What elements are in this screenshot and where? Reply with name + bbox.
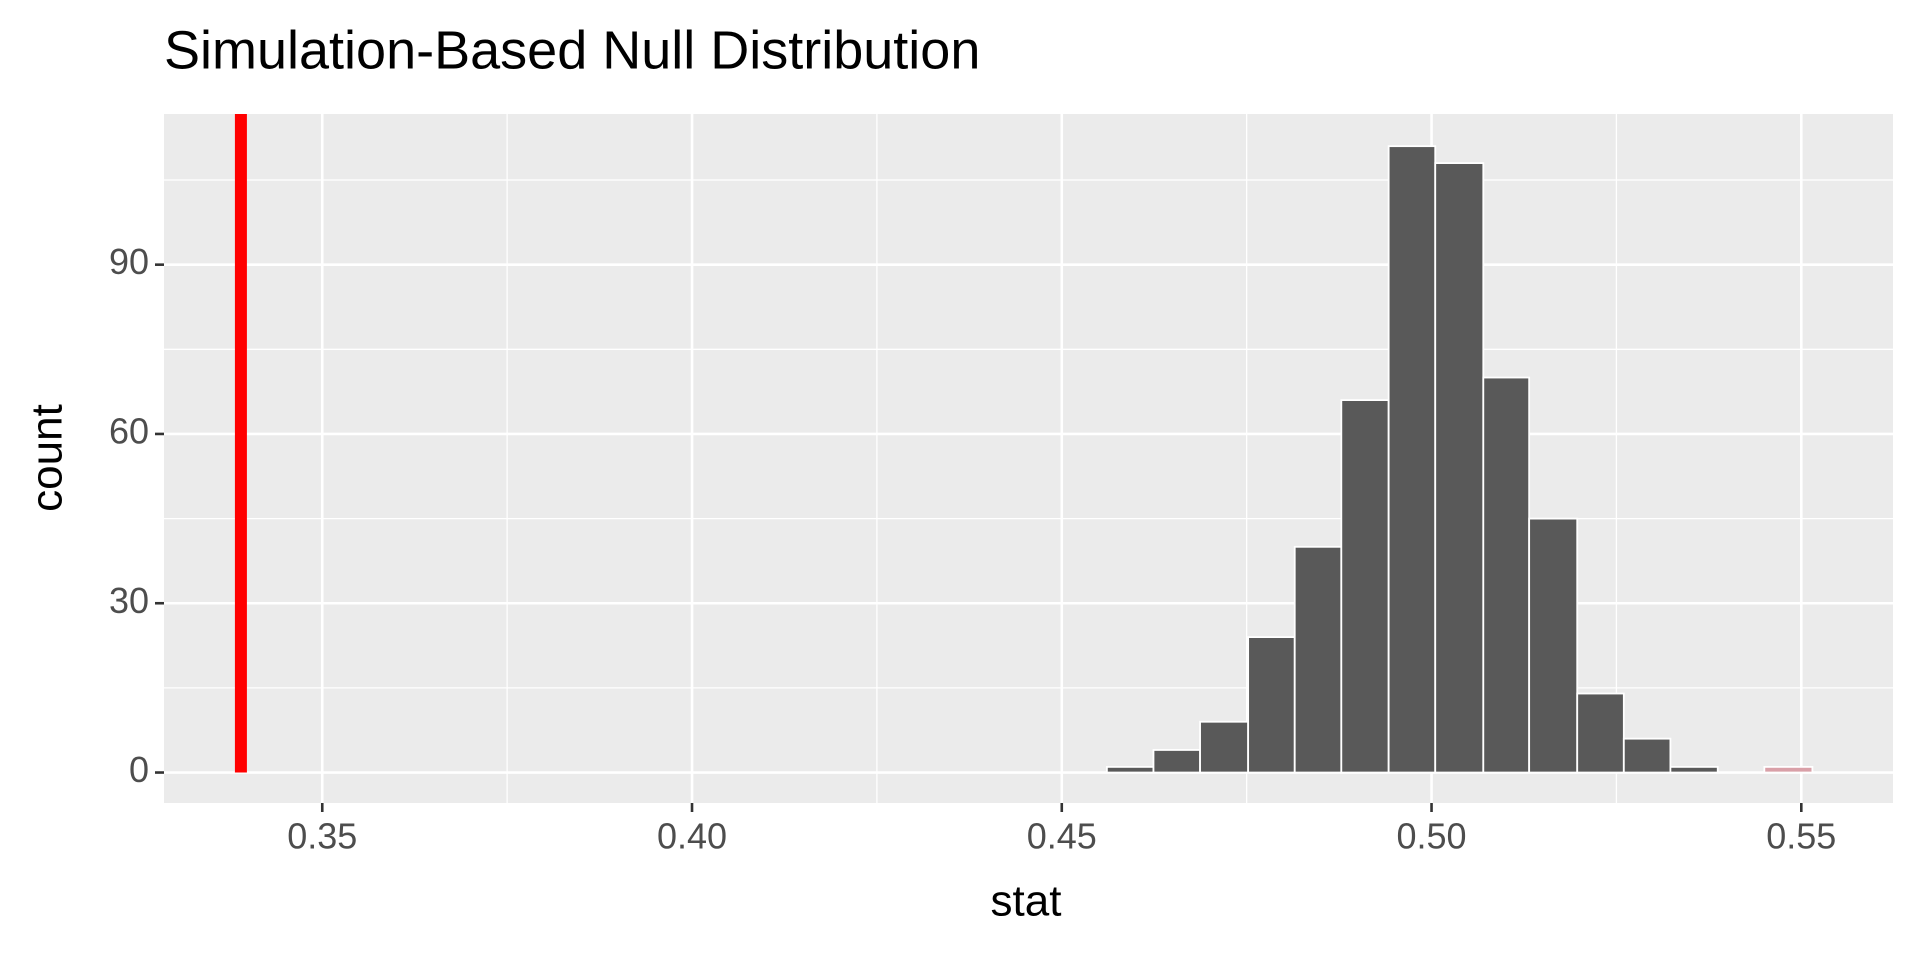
bar [1340, 399, 1390, 774]
bar [1482, 376, 1531, 774]
x-tick-label: 0.40 [657, 816, 727, 857]
x-tick-label: 0.50 [1396, 816, 1466, 857]
y-tick-label: 30 [109, 580, 149, 621]
y-tick-label: 90 [109, 241, 149, 282]
chart-title: Simulation-Based Null Distribution [164, 20, 980, 80]
y-tick-label: 0 [129, 749, 149, 790]
x-tick-label: 0.45 [1027, 816, 1097, 857]
bar [1247, 636, 1296, 774]
x-tick-label: 0.55 [1766, 816, 1836, 857]
bar [1669, 765, 1719, 774]
y-tick-label: 60 [109, 410, 149, 451]
bar [1528, 517, 1579, 774]
y-axis-title: count [23, 404, 72, 512]
bar [1105, 765, 1155, 774]
bar [1434, 162, 1485, 774]
bar [1387, 145, 1437, 774]
x-axis-title: stat [991, 877, 1062, 926]
bar [1622, 737, 1672, 774]
x-tick-label: 0.35 [287, 816, 357, 857]
bar [1152, 749, 1201, 774]
bar [1576, 692, 1625, 774]
plot-background [164, 114, 1893, 803]
bar [1763, 765, 1814, 774]
bar [1199, 720, 1250, 774]
bar [1293, 545, 1343, 774]
